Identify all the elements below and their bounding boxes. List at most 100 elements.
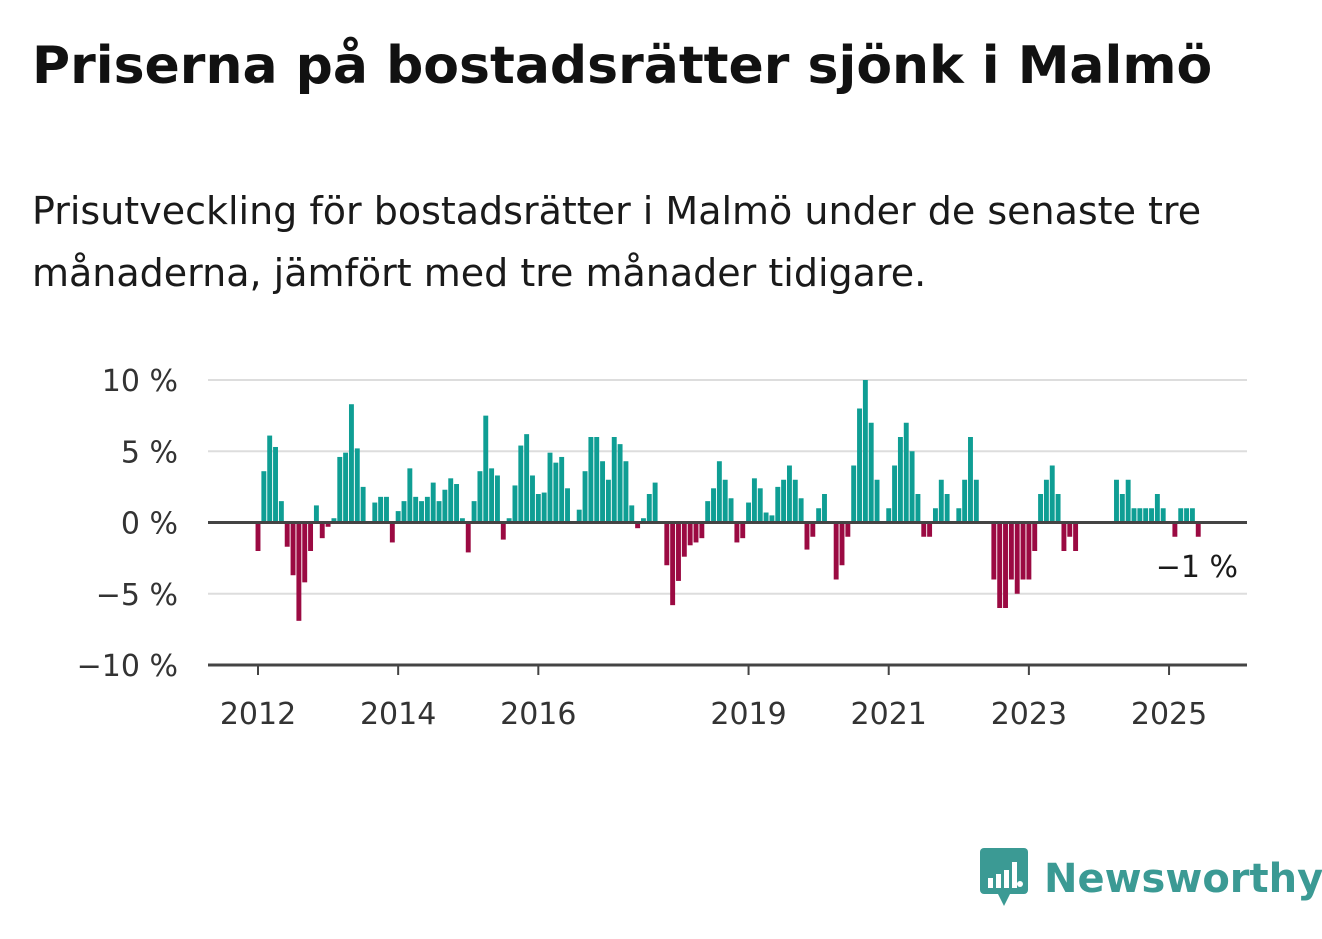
bar: [617, 444, 623, 523]
bar: [798, 498, 804, 523]
bar: [459, 518, 465, 523]
bar: [927, 522, 933, 537]
bar: [892, 465, 898, 523]
bar: [261, 471, 267, 523]
bar: [734, 522, 740, 543]
bar: [419, 501, 424, 523]
bar: [997, 522, 1003, 608]
bar: [255, 522, 261, 551]
bar: [699, 522, 705, 539]
bar: [623, 461, 629, 523]
bar: [605, 479, 611, 523]
bar: [325, 522, 331, 527]
bar: [477, 471, 483, 523]
bar: [1119, 494, 1125, 523]
bar: [1160, 508, 1166, 523]
bar: [968, 437, 973, 523]
bar: [664, 522, 670, 566]
bar: [792, 479, 798, 523]
y-axis-ticks: 10 % 5 % 0 % −5 % −10 %: [77, 364, 178, 684]
bar: [740, 522, 746, 539]
bar: [541, 492, 547, 523]
chart-title: Priserna på bostadsrätter sjönk i Malmö: [32, 36, 1213, 96]
bar: [1114, 479, 1119, 523]
bar: [1049, 465, 1055, 523]
bar: [711, 488, 716, 523]
newsworthy-logo-icon: [980, 848, 1028, 906]
bar: [728, 498, 734, 523]
bar: [559, 456, 565, 523]
bar: [874, 479, 880, 523]
bar: [1154, 494, 1160, 523]
bar: [956, 508, 962, 523]
bar: [594, 437, 600, 523]
gridlines: [208, 379, 1247, 595]
bar: [1038, 494, 1044, 523]
bar: [1131, 508, 1137, 523]
bar: [1026, 522, 1032, 580]
bar: [1067, 522, 1073, 537]
bar: [337, 456, 343, 523]
bar: [751, 478, 757, 523]
bar: [378, 496, 384, 523]
x-axis-ticks: 2012 2014 2016 2019 2021 2023 2025: [220, 665, 1207, 732]
bar: [535, 494, 541, 523]
bar: [1073, 522, 1079, 551]
bar: [786, 465, 792, 523]
bar: [1043, 479, 1049, 523]
bar: [1032, 522, 1038, 551]
x-tick-label: 2016: [500, 697, 576, 732]
bar: [757, 488, 763, 523]
bar: [681, 522, 687, 557]
bar: [962, 479, 968, 523]
bar: [775, 486, 781, 523]
bar: [810, 522, 816, 537]
bar: [851, 465, 857, 523]
bar: [576, 509, 582, 523]
bar: [319, 522, 325, 539]
bar: [1003, 522, 1008, 608]
bar: [687, 522, 693, 546]
baselines: [208, 521, 1247, 667]
bar: [500, 522, 506, 540]
bar: [670, 522, 676, 606]
bar: [763, 512, 769, 523]
bar: [716, 461, 722, 523]
bar: [804, 522, 810, 550]
bar: [448, 478, 454, 523]
bar: [290, 522, 296, 576]
bar: [372, 502, 378, 523]
bar: [635, 522, 641, 529]
bar: [565, 488, 570, 523]
bar: [302, 522, 308, 583]
bar: [436, 501, 442, 523]
x-tick-label: 2012: [220, 697, 296, 732]
bar: [547, 452, 553, 523]
bar: [530, 475, 535, 523]
bar: [395, 511, 401, 523]
bar: [652, 482, 658, 523]
bar: [1189, 508, 1195, 523]
bar: [384, 496, 389, 523]
bar: [518, 445, 524, 523]
bar: [816, 508, 822, 523]
bar: [897, 437, 903, 523]
bar: [582, 471, 588, 523]
y-tick-label: −10 %: [77, 649, 178, 684]
bar: [588, 437, 594, 523]
bar: [903, 422, 909, 523]
bar: [746, 502, 752, 523]
bar: [489, 468, 495, 523]
bar: [693, 522, 699, 543]
bar: [284, 522, 290, 547]
newsworthy-brand: Newsworthy: [980, 848, 1322, 910]
bar: [553, 462, 559, 523]
bar: [267, 435, 273, 523]
last-value-annotation: −1 %: [1156, 550, 1238, 585]
bar: [331, 518, 337, 523]
bar: [424, 496, 430, 523]
bar: [442, 489, 448, 523]
bar: [313, 505, 319, 523]
bar: [343, 452, 349, 523]
